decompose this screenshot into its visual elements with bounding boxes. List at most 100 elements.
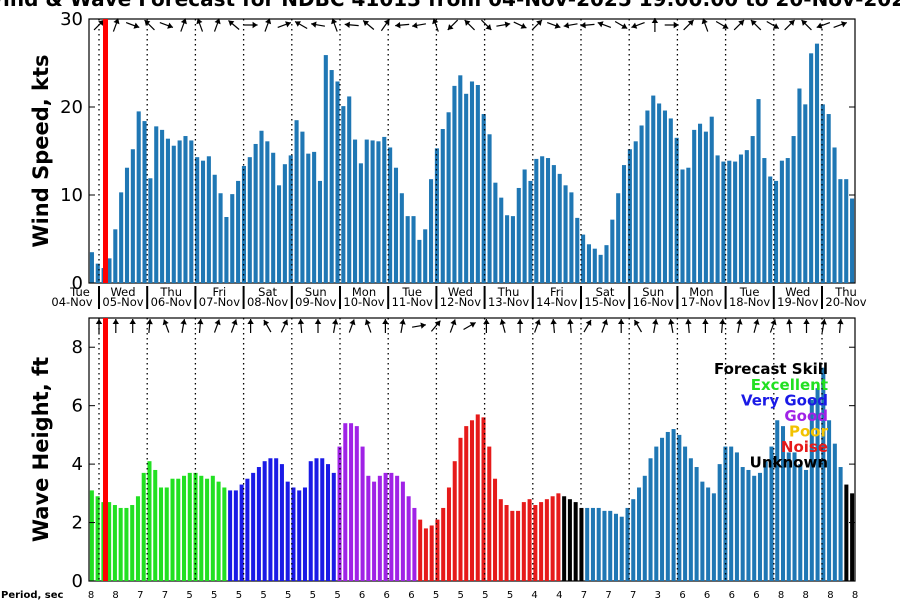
wind-bar bbox=[721, 161, 726, 283]
wave-direction-arrow bbox=[95, 319, 103, 333]
wave-bar bbox=[331, 472, 336, 581]
wave-bar bbox=[786, 452, 791, 581]
wind-direction-arrow bbox=[412, 22, 426, 29]
day-label: Sun bbox=[305, 285, 327, 299]
wind-bar bbox=[540, 156, 545, 283]
wind-bar bbox=[364, 139, 369, 283]
wind-bar bbox=[107, 258, 112, 283]
day-label: Thu bbox=[834, 285, 857, 299]
day-date-labels: Tue Wed Thu Fri Sat Sun Mon Tue Wed Thu Fri Sat Sun M… bbox=[51, 285, 867, 309]
wind-bar bbox=[323, 55, 328, 283]
wave-bar bbox=[216, 481, 221, 581]
wind-bar bbox=[692, 129, 697, 283]
wind-bar bbox=[750, 136, 755, 283]
wave-bar bbox=[245, 478, 250, 581]
wind-bar bbox=[230, 194, 235, 283]
wave-bar bbox=[406, 496, 411, 581]
wave-bar bbox=[135, 496, 140, 581]
wave-direction-arrow bbox=[382, 319, 389, 333]
date-label: 09-Nov bbox=[295, 295, 336, 309]
wave-direction-arrow bbox=[803, 319, 810, 333]
wave-ytick-label: 8 bbox=[72, 337, 83, 358]
wind-bar bbox=[423, 229, 428, 283]
wave-bar bbox=[441, 507, 446, 581]
wave-direction-arrow bbox=[736, 319, 743, 333]
wind-direction-arrow bbox=[701, 18, 709, 32]
day-label: Tue bbox=[739, 285, 760, 299]
wind-direction-arrow bbox=[580, 21, 595, 29]
wave-bar bbox=[170, 478, 175, 581]
wave-bar bbox=[343, 423, 348, 581]
wave-bar bbox=[233, 490, 238, 581]
wind-bar bbox=[814, 43, 820, 283]
wave-bar bbox=[176, 478, 181, 581]
wave-bar bbox=[279, 464, 284, 581]
period-row: Period, sec 8 8 7 7 5 5 5 5 5 5 5 6 6 6 5 5 5 5 4 4 7 7 7 3 6 6 6 6 8… bbox=[1, 590, 858, 600]
wave-ytick-label: 0 bbox=[72, 571, 83, 592]
wind-ytick-label: 10 bbox=[60, 185, 83, 206]
wave-bar bbox=[435, 519, 440, 581]
wind-bar bbox=[668, 118, 673, 283]
wind-bar bbox=[698, 123, 703, 283]
wind-bar bbox=[200, 160, 206, 283]
wind-direction-arrow bbox=[816, 22, 831, 29]
period-value: 5 bbox=[482, 590, 488, 600]
wave-direction-arrow bbox=[463, 321, 476, 331]
wind-bar bbox=[756, 99, 761, 283]
wave-direction-arrow bbox=[314, 319, 322, 333]
wind-direction-arrow bbox=[311, 21, 325, 28]
wind-direction-arrow bbox=[547, 22, 561, 29]
wave-bar bbox=[850, 493, 855, 581]
wave-ytick-label: 2 bbox=[72, 513, 83, 534]
wave-bar bbox=[619, 516, 624, 581]
wind-bar bbox=[662, 110, 668, 284]
wind-direction-arrow bbox=[481, 19, 492, 31]
wave-bar bbox=[550, 496, 555, 581]
wind-bar bbox=[434, 148, 439, 283]
wind-direction-arrow bbox=[362, 20, 375, 30]
period-value: 4 bbox=[556, 590, 562, 600]
wind-direction-arrow bbox=[683, 19, 694, 31]
wave-bar bbox=[763, 461, 768, 581]
wave-direction-arrow bbox=[348, 319, 356, 333]
period-value: 5 bbox=[186, 590, 192, 600]
period-value: 6 bbox=[704, 590, 710, 600]
wind-bar bbox=[247, 157, 252, 283]
wave-bar bbox=[769, 446, 774, 581]
wave-bar bbox=[464, 426, 469, 581]
wave-direction-arrow bbox=[146, 318, 153, 334]
wind-bar bbox=[393, 167, 399, 283]
wind-bar bbox=[265, 141, 270, 283]
wave-bar bbox=[124, 507, 129, 581]
wind-bar bbox=[557, 173, 562, 283]
wind-direction-arrow bbox=[228, 20, 240, 30]
wave-bar bbox=[671, 429, 676, 581]
wind-bar bbox=[709, 116, 714, 284]
wind-bar bbox=[469, 81, 475, 283]
wind-bar bbox=[446, 112, 451, 283]
wave-bar bbox=[809, 399, 814, 581]
wind-bar bbox=[440, 129, 445, 283]
wave-direction-arrow bbox=[297, 318, 305, 334]
period-value: 8 bbox=[852, 590, 858, 600]
wave-bar bbox=[308, 461, 313, 581]
day-label: Thu bbox=[497, 285, 520, 299]
wind-bar bbox=[534, 158, 539, 283]
wind-direction-arrow bbox=[447, 19, 459, 31]
wave-bar bbox=[452, 461, 457, 581]
wave-bar bbox=[498, 499, 503, 581]
wind-bar bbox=[499, 197, 504, 283]
wave-bar bbox=[285, 481, 290, 581]
wave-bar bbox=[147, 461, 152, 581]
wave-bar bbox=[694, 467, 699, 581]
period-value: 8 bbox=[827, 590, 833, 600]
wind-bar bbox=[738, 154, 744, 283]
date-label: 11-Nov bbox=[392, 295, 433, 309]
period-value: 6 bbox=[384, 590, 390, 600]
period-value: 6 bbox=[729, 590, 735, 600]
wave-direction-arrow bbox=[331, 319, 339, 333]
wind-bar bbox=[493, 182, 498, 283]
wind-bar bbox=[832, 147, 837, 283]
wind-direction-arrow bbox=[159, 22, 174, 29]
wave-bar bbox=[567, 499, 572, 581]
